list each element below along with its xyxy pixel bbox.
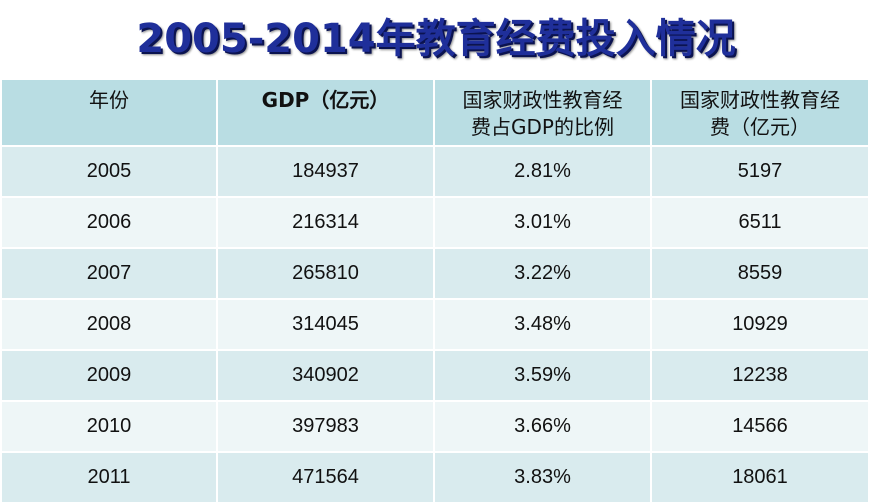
- cell-funding: 5197: [650, 145, 870, 198]
- table-row: 2009 340902 3.59% 12238: [0, 349, 870, 402]
- table-row: 2005 184937 2.81% 5197: [0, 145, 870, 198]
- header-edu-funding: 国家财政性教育经 费（亿元）: [650, 78, 870, 147]
- cell-year: 2008: [0, 298, 218, 351]
- data-table: 年份 GDP（亿元） 国家财政性教育经 费占GDP的比例 国家财政性教育经 费（…: [0, 78, 870, 504]
- cell-funding: 8559: [650, 247, 870, 300]
- table-row: 2006 216314 3.01% 6511: [0, 196, 870, 249]
- cell-ratio: 3.01%: [433, 196, 652, 249]
- header-edu-ratio: 国家财政性教育经 费占GDP的比例: [433, 78, 652, 147]
- header-year: 年份: [0, 78, 218, 147]
- table-header-row: 年份 GDP（亿元） 国家财政性教育经 费占GDP的比例 国家财政性教育经 费（…: [0, 78, 870, 147]
- cell-ratio: 2.81%: [433, 145, 652, 198]
- cell-year: 2011: [0, 451, 218, 504]
- cell-gdp: 184937: [216, 145, 435, 198]
- cell-funding: 18061: [650, 451, 870, 504]
- cell-year: 2010: [0, 400, 218, 453]
- cell-gdp: 397983: [216, 400, 435, 453]
- cell-funding: 14566: [650, 400, 870, 453]
- table-row: 2010 397983 3.66% 14566: [0, 400, 870, 453]
- cell-ratio: 3.83%: [433, 451, 652, 504]
- cell-year: 2007: [0, 247, 218, 300]
- cell-funding: 12238: [650, 349, 870, 402]
- cell-gdp: 314045: [216, 298, 435, 351]
- cell-year: 2005: [0, 145, 218, 198]
- cell-gdp: 265810: [216, 247, 435, 300]
- cell-year: 2009: [0, 349, 218, 402]
- cell-ratio: 3.66%: [433, 400, 652, 453]
- education-funding-table: 年份 GDP（亿元） 国家财政性教育经 费占GDP的比例 国家财政性教育经 费（…: [0, 78, 870, 504]
- cell-gdp: 216314: [216, 196, 435, 249]
- cell-funding: 10929: [650, 298, 870, 351]
- cell-year: 2006: [0, 196, 218, 249]
- page-title: 2005-2014年教育经费投入情况: [136, 16, 736, 62]
- header-gdp: GDP（亿元）: [216, 78, 435, 147]
- table-row: 2007 265810 3.22% 8559: [0, 247, 870, 300]
- table-row: 2011 471564 3.83% 18061: [0, 451, 870, 504]
- cell-ratio: 3.22%: [433, 247, 652, 300]
- table-row: 2008 314045 3.48% 10929: [0, 298, 870, 351]
- cell-funding: 6511: [650, 196, 870, 249]
- cell-gdp: 340902: [216, 349, 435, 402]
- cell-ratio: 3.48%: [433, 298, 652, 351]
- cell-gdp: 471564: [216, 451, 435, 504]
- cell-ratio: 3.59%: [433, 349, 652, 402]
